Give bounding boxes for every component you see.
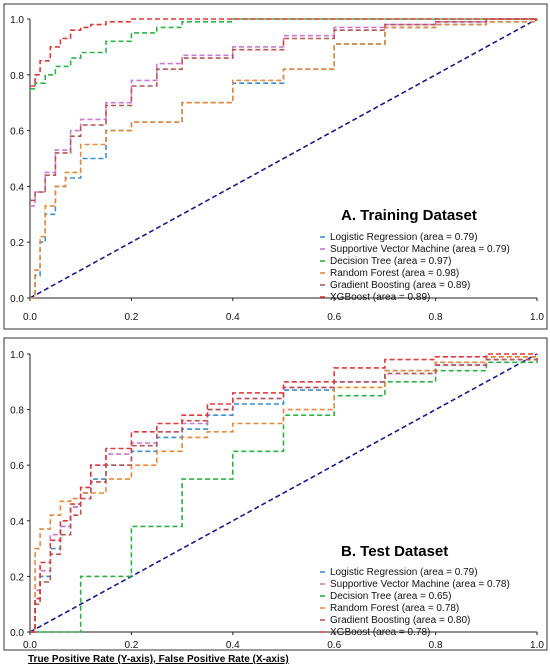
legend-entry: Random Forest (area = 0.98) bbox=[330, 268, 459, 279]
legend-entry: Supportive Vector Machine (area = 0.79) bbox=[330, 244, 510, 255]
y-tick-label: 0.8 bbox=[10, 71, 24, 82]
roc-curve-series-5 bbox=[30, 18, 537, 202]
y-tick-label: 0.2 bbox=[10, 238, 24, 249]
legend-entry: Decision Tree (area = 0.65) bbox=[330, 591, 451, 602]
legend-entry: Logistic Regression (area = 0.79) bbox=[330, 232, 478, 243]
legend-entry: Gradient Boosting (area = 0.80) bbox=[330, 615, 470, 626]
y-tick-label: 1.0 bbox=[10, 15, 24, 26]
legend-entry: XGBoost (area = 0.89) bbox=[330, 292, 430, 303]
x-tick-label: 0.6 bbox=[327, 640, 341, 651]
y-tick-label: 0.2 bbox=[10, 572, 24, 583]
panel-test-dataset: 0.0 0.2 0.4 0.6 0.8 1.0 0.0 0.2 0.4 0.6 0.8 1.0 B. T… bbox=[3, 337, 548, 651]
panel-frame bbox=[3, 337, 548, 651]
y-tick-label: 0.0 bbox=[10, 628, 24, 639]
x-tick-label: 0.2 bbox=[124, 640, 138, 651]
roc-curve-series-4 bbox=[30, 354, 538, 633]
y-tick-label: 0.8 bbox=[10, 406, 24, 417]
x-tick-label: 1.0 bbox=[530, 640, 544, 651]
roc-curve-series-6 bbox=[30, 18, 537, 87]
x-tick-label: 0.4 bbox=[226, 312, 240, 323]
y-tick-label: 0.0 bbox=[10, 294, 24, 305]
panel-frame bbox=[3, 3, 548, 330]
roc-curve-series-3 bbox=[30, 18, 537, 90]
roc-curve-series-6 bbox=[30, 353, 537, 633]
legend-entry: Decision Tree (area = 0.97) bbox=[330, 256, 451, 267]
legend-entry: Logistic Regression (area = 0.79) bbox=[330, 567, 478, 578]
roc-curve-series-4 bbox=[30, 19, 538, 299]
x-tick-label: 0.2 bbox=[124, 312, 138, 323]
figure-caption: True Positive Rate (Y-axis), False Posit… bbox=[28, 654, 289, 665]
legend-entry: XGBoost (area = 0.78) bbox=[330, 627, 430, 638]
x-tick-label: 0.8 bbox=[429, 312, 443, 323]
y-tick-label: 1.0 bbox=[10, 350, 24, 361]
y-tick-label: 0.4 bbox=[10, 182, 24, 193]
roc-curve-series-3 bbox=[30, 354, 538, 633]
chance-diagonal-line bbox=[29, 18, 538, 299]
x-tick-label: 0.6 bbox=[327, 312, 341, 323]
chance-diagonal-line bbox=[29, 353, 538, 633]
legend-entry: Gradient Boosting (area = 0.89) bbox=[330, 280, 470, 291]
y-tick-label: 0.6 bbox=[10, 461, 24, 472]
panel-title: B. Test Dataset bbox=[341, 543, 448, 560]
y-tick-label: 0.4 bbox=[10, 517, 24, 528]
x-tick-label: 0.0 bbox=[23, 640, 37, 651]
panel-training-dataset: 0.0 0.2 0.4 0.6 0.8 1.0 0.0 0.2 0.4 0.6 0.8 1.0 A. T… bbox=[3, 3, 548, 330]
legend-entry: Random Forest (area = 0.78) bbox=[330, 603, 459, 614]
x-tick-label: 0.8 bbox=[429, 640, 443, 651]
x-tick-label: 1.0 bbox=[530, 312, 544, 323]
x-tick-label: 0.0 bbox=[23, 312, 37, 323]
panel-title: A. Training Dataset bbox=[341, 207, 477, 224]
roc-curve-series-5 bbox=[30, 354, 538, 633]
legend-entry: Supportive Vector Machine (area = 0.78) bbox=[330, 579, 510, 590]
x-tick-label: 0.4 bbox=[226, 640, 240, 651]
y-tick-label: 0.6 bbox=[10, 127, 24, 138]
